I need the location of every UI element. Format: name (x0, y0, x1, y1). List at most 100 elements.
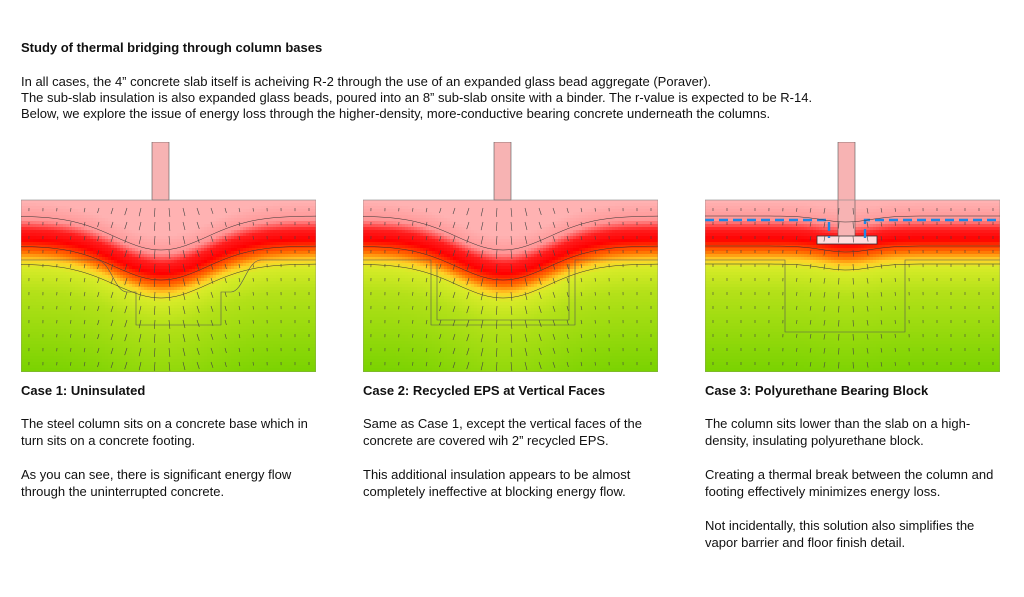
flow-arrow (852, 263, 854, 271)
flow-arrow (823, 305, 826, 312)
flow-arrow (594, 319, 596, 324)
flow-arrow (252, 235, 254, 240)
section-frame (21, 199, 316, 372)
flow-arrow (210, 207, 214, 214)
flow-arrow (425, 277, 428, 283)
flow-arrow (439, 235, 442, 242)
flow-arrow (425, 263, 428, 269)
flow-arrow (894, 221, 896, 226)
flow-arrow (439, 291, 442, 298)
flow-arrow (538, 235, 542, 243)
flow-arrow (452, 305, 456, 313)
flow-arrow (97, 291, 100, 298)
flow-arrow (238, 305, 241, 311)
flow-arrow (252, 277, 254, 282)
flow-arrow (894, 277, 896, 282)
flow-arrow (510, 221, 513, 231)
flow-arrow (452, 263, 456, 271)
flow-arrow (97, 361, 100, 368)
flow-arrow (182, 291, 186, 301)
flow-arrow (580, 305, 583, 311)
flow-arrow (439, 361, 442, 368)
flow-arrow (83, 263, 86, 269)
flow-arrow (466, 291, 470, 300)
flow-arrow (83, 333, 86, 339)
flow-arrow (809, 249, 812, 255)
flow-arrow (538, 305, 542, 313)
flow-arrow (866, 277, 869, 284)
flow-arrow (252, 221, 254, 226)
flow-arrow (138, 291, 142, 301)
flow-arrow (138, 221, 142, 231)
flow-arrow (552, 319, 556, 326)
steel-column (837, 142, 856, 239)
heat-field (705, 200, 1000, 372)
flow-arrow (524, 263, 528, 273)
flow-arrow (425, 207, 428, 213)
isotherm-line (21, 263, 316, 299)
flow-arrow (480, 235, 484, 245)
flow-arrow (496, 347, 498, 357)
flow-arrow (196, 277, 200, 285)
flow-arrow (552, 277, 556, 284)
flow-arrow (124, 319, 128, 328)
flow-arrow (97, 319, 100, 326)
flow-arrow (880, 249, 883, 255)
flow-arrow (224, 263, 227, 269)
intro-text: In all cases, the 4” concrete slab itsel… (21, 74, 1011, 122)
flow-arrow (796, 305, 798, 310)
flow-arrow (110, 263, 114, 271)
flow-arrow (252, 361, 254, 366)
flow-arrow (524, 221, 528, 231)
flow-arrow (154, 333, 156, 343)
flow-arrow (510, 347, 513, 357)
flow-arrow (796, 277, 798, 282)
flow-arrow (796, 319, 798, 324)
flow-arrow (182, 305, 186, 315)
isotherm-line (21, 245, 316, 281)
flow-arrow (70, 263, 72, 268)
flow-arrow (809, 333, 812, 339)
footing-outline (21, 259, 316, 326)
flow-arrow (138, 305, 142, 315)
flow-arrow (425, 235, 428, 241)
flow-arrow (580, 277, 583, 283)
flow-arrow (823, 319, 826, 326)
isotherm-line (705, 245, 1000, 253)
flow-arrow (168, 305, 171, 315)
flow-arrow (70, 207, 72, 212)
flow-arrow (412, 277, 414, 282)
flow-arrow (866, 291, 869, 298)
flow-arrow (480, 221, 484, 231)
flow-arrow (70, 221, 72, 226)
flow-arrow (524, 207, 528, 217)
flow-arrow (496, 305, 498, 315)
flow-arrow (580, 235, 583, 241)
isotherm-line (363, 245, 658, 281)
flow-arrow (196, 333, 200, 341)
case-2-title: Case 2: Recycled EPS at Vertical Faces (363, 383, 606, 398)
flow-arrow (580, 361, 583, 367)
steel-column (151, 142, 170, 201)
flow-arrow (196, 319, 200, 327)
flow-arrow (70, 291, 72, 296)
flow-arrow (594, 347, 596, 352)
flow-arrow (83, 319, 86, 325)
flow-arrow (866, 263, 869, 270)
flow-arrow (138, 277, 142, 287)
flow-arrow (224, 291, 227, 297)
flow-arrow (823, 347, 826, 354)
flow-arrow (168, 333, 171, 343)
flow-arrow (196, 263, 200, 271)
flow-arrow (580, 347, 583, 353)
flow-arrow (124, 249, 128, 258)
flow-arrow (796, 221, 798, 226)
flow-arrow (809, 207, 812, 213)
flow-arrow (425, 249, 428, 255)
flow-arrow (866, 249, 869, 256)
flow-arrow (880, 221, 883, 227)
flow-arrow (880, 305, 883, 311)
flow-arrow (823, 263, 826, 270)
flow-arrow (452, 235, 456, 243)
flow-arrow (866, 361, 869, 368)
